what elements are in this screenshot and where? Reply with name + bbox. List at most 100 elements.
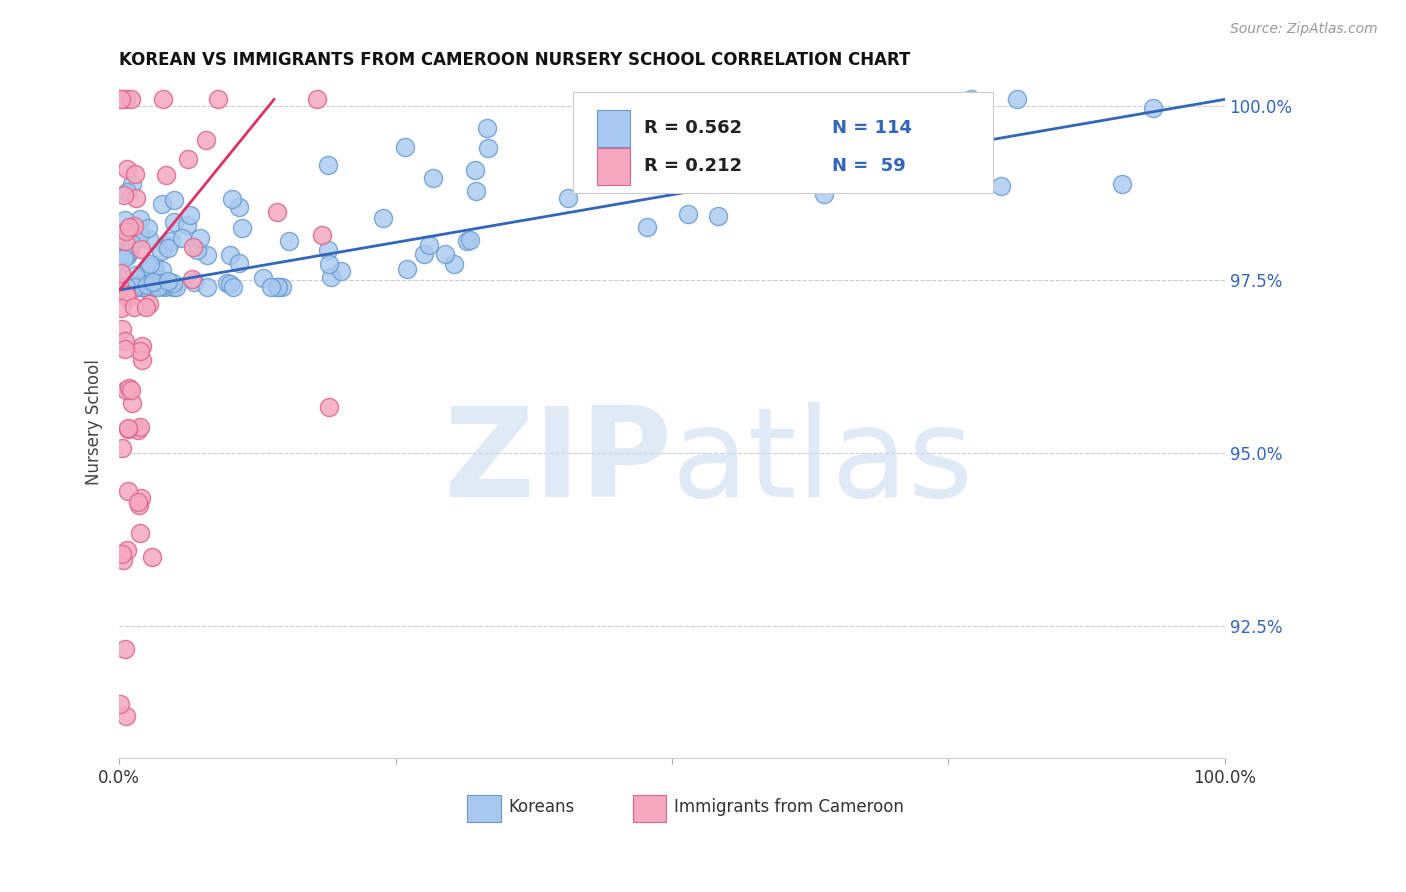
Point	[266, 279, 288, 293]
Point	[413, 247, 436, 261]
Point	[117, 421, 139, 435]
Point	[188, 230, 211, 244]
Point	[866, 117, 889, 131]
Point	[266, 279, 288, 293]
Point	[266, 204, 288, 219]
Text: R = 0.562: R = 0.562	[644, 119, 742, 136]
Point	[115, 185, 138, 199]
FancyBboxPatch shape	[572, 92, 993, 194]
Text: atlas: atlas	[672, 401, 974, 523]
Point	[115, 161, 138, 176]
Point	[115, 542, 138, 557]
Point	[114, 334, 136, 349]
Point	[124, 167, 146, 181]
Point	[176, 218, 198, 232]
Point	[114, 247, 136, 261]
Point	[152, 263, 174, 277]
Point	[371, 211, 394, 226]
Point	[114, 235, 136, 249]
Point	[557, 190, 579, 204]
Point	[129, 211, 152, 226]
Point	[110, 281, 132, 295]
Point	[135, 300, 157, 314]
Point	[186, 243, 208, 257]
Text: N =  59: N = 59	[832, 157, 905, 175]
FancyBboxPatch shape	[467, 796, 501, 822]
Point	[110, 279, 132, 293]
Y-axis label: Nursery School: Nursery School	[86, 359, 103, 485]
Point	[118, 381, 141, 395]
Point	[125, 191, 148, 205]
Point	[990, 178, 1012, 193]
Point	[111, 227, 134, 242]
Point	[143, 279, 166, 293]
Point	[912, 137, 935, 152]
Point	[129, 344, 152, 359]
Point	[115, 273, 138, 287]
Point	[120, 279, 142, 293]
Text: ZIP: ZIP	[443, 401, 672, 523]
Point	[319, 269, 342, 284]
Point	[676, 207, 699, 221]
Point	[156, 241, 179, 255]
Point	[181, 240, 204, 254]
Point	[132, 271, 155, 285]
Point	[422, 170, 444, 185]
Point	[136, 264, 159, 278]
Point	[131, 277, 153, 292]
Point	[112, 187, 135, 202]
Point	[129, 420, 152, 434]
Text: Koreans: Koreans	[509, 797, 575, 815]
Point	[183, 276, 205, 290]
Point	[945, 108, 967, 122]
Point	[121, 237, 143, 252]
Point	[153, 238, 176, 252]
Point	[117, 291, 139, 305]
Point	[115, 288, 138, 302]
Text: R = 0.212: R = 0.212	[644, 157, 742, 175]
FancyBboxPatch shape	[633, 796, 666, 822]
Point	[163, 215, 186, 229]
Point	[142, 275, 165, 289]
Point	[219, 247, 242, 261]
Point	[136, 277, 159, 292]
Point	[207, 92, 229, 106]
Point	[316, 243, 339, 257]
Point	[1142, 101, 1164, 115]
Point	[118, 220, 141, 235]
Point	[278, 235, 301, 249]
Point	[115, 709, 138, 723]
Point	[396, 262, 419, 277]
Point	[131, 279, 153, 293]
Point	[217, 277, 239, 291]
Point	[813, 187, 835, 202]
Point	[112, 251, 135, 265]
Point	[153, 279, 176, 293]
Point	[143, 258, 166, 272]
Point	[127, 495, 149, 509]
Point	[110, 270, 132, 285]
Point	[1005, 92, 1028, 106]
Point	[271, 279, 294, 293]
Point	[150, 244, 173, 258]
Point	[162, 277, 184, 291]
Point	[143, 265, 166, 279]
Point	[115, 224, 138, 238]
Point	[155, 168, 177, 182]
Point	[475, 121, 498, 136]
Point	[138, 260, 160, 275]
Point	[465, 185, 488, 199]
Point	[110, 92, 132, 106]
Point	[114, 279, 136, 293]
Point	[260, 279, 283, 293]
Point	[136, 221, 159, 235]
Point	[127, 279, 149, 293]
Text: KOREAN VS IMMIGRANTS FROM CAMEROON NURSERY SCHOOL CORRELATION CHART: KOREAN VS IMMIGRANTS FROM CAMEROON NURSE…	[120, 51, 911, 69]
Point	[112, 553, 135, 567]
Point	[458, 233, 481, 247]
Point	[394, 140, 416, 154]
Point	[117, 422, 139, 436]
Point	[120, 383, 142, 397]
Point	[110, 266, 132, 280]
Point	[131, 277, 153, 292]
